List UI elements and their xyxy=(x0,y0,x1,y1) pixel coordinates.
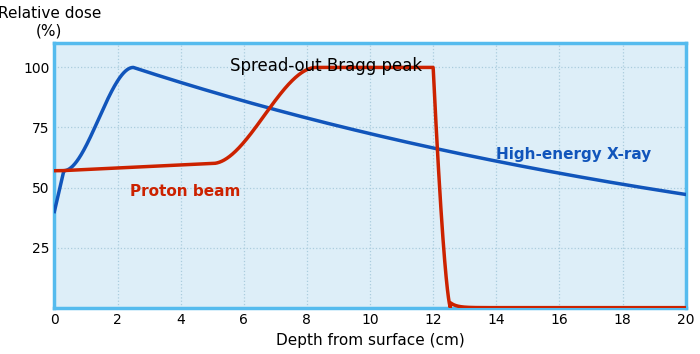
Text: Relative dose
(%): Relative dose (%) xyxy=(0,6,101,38)
X-axis label: Depth from surface (cm): Depth from surface (cm) xyxy=(276,333,464,348)
Text: Proton beam: Proton beam xyxy=(130,184,241,199)
Text: High-energy X-ray: High-energy X-ray xyxy=(496,147,652,162)
Text: Spread-out Bragg peak: Spread-out Bragg peak xyxy=(230,57,422,75)
